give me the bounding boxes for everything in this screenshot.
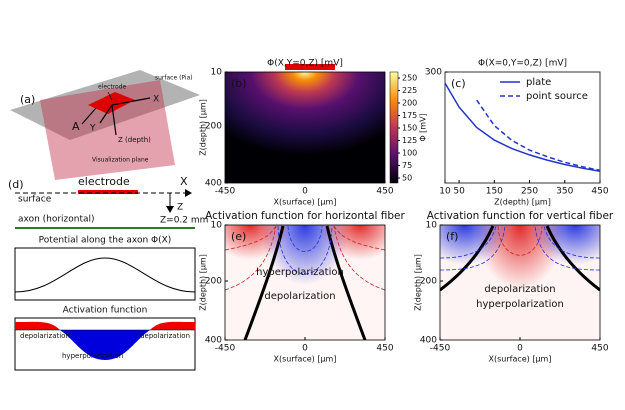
- panel-label: (f): [446, 230, 458, 243]
- x-tick-label: 50: [453, 187, 465, 197]
- x-axis-label: Z(depth) [μm]: [494, 198, 551, 207]
- x-tick-label: 350: [556, 187, 573, 197]
- x-tick-label: 150: [486, 187, 503, 197]
- panel-label: (d): [8, 178, 24, 191]
- label: A: [72, 120, 80, 133]
- y-tick-label: 200: [420, 277, 437, 287]
- annotation: depolarization: [484, 284, 555, 295]
- plot-frame: [444, 71, 601, 184]
- label: Z: [177, 203, 183, 213]
- label: electrode: [78, 175, 130, 188]
- x-tick-label: 10: [439, 187, 451, 197]
- x-tick-label: -450: [430, 344, 451, 354]
- diagram-d: (d) electrode X surface Z Z=0.2 mm axon …: [8, 175, 208, 371]
- y-tick-label: 10: [426, 221, 438, 231]
- y-tick-label: 200: [205, 277, 222, 287]
- label: axon (horizontal): [18, 215, 95, 225]
- label: Z=0.2 mm: [160, 216, 208, 226]
- diagram-a: (a) surface (Pia) electrode A X Y Z (dep…: [10, 70, 200, 180]
- label: Z (depth): [118, 136, 151, 144]
- colorbar-tick-label: 175: [402, 111, 417, 120]
- colorbar: [389, 71, 399, 184]
- x-tick-label: 450: [591, 187, 608, 197]
- y-tick-label: 400: [205, 336, 222, 346]
- colorbar-tick-label: 75: [402, 161, 412, 170]
- label: X: [153, 95, 159, 105]
- x-tick-label: 0: [302, 187, 308, 197]
- chart-title: Φ(X,Y=0,Z) [mV]: [267, 59, 343, 69]
- heatmap-f: [440, 225, 600, 340]
- y-tick-label: 10: [211, 221, 223, 231]
- label: electrode: [98, 84, 127, 91]
- chart-title: Activation function for horizontal fiber: [205, 210, 405, 222]
- heatmap-b: [225, 72, 385, 183]
- x-axis-label: X(surface) [μm]: [274, 198, 337, 207]
- colorbar-tick-label: 100: [402, 149, 417, 158]
- colorbar-tick-label: 200: [402, 99, 417, 108]
- legend-label: plate: [526, 77, 551, 88]
- y-axis-label: Z(depth) [μm]: [414, 254, 423, 311]
- colorbar-tick-label: 225: [402, 86, 417, 95]
- chart-title: Φ(X=0,Y=0,Z) [mV]: [478, 59, 567, 69]
- x-tick-label: 0: [517, 344, 523, 354]
- label: surface: [18, 195, 52, 205]
- x-tick-label: 450: [376, 344, 393, 354]
- line-series: [476, 99, 601, 172]
- label: depolarization: [20, 332, 70, 340]
- y-tick-label: 400: [205, 179, 222, 189]
- line-series: [444, 82, 601, 172]
- y-axis-label: Z(depth) [μm]: [199, 254, 208, 311]
- panel-label: (b): [231, 77, 247, 90]
- x-axis-label: X(surface) [μm]: [274, 355, 337, 364]
- y-tick-label: 400: [420, 336, 437, 346]
- x-tick-label: 250: [521, 187, 538, 197]
- label: X: [180, 175, 188, 188]
- panel-label: (a): [20, 93, 35, 106]
- heatmap-e: [225, 225, 385, 340]
- annotation: hyperpolarization: [256, 267, 344, 278]
- y-tick-label: 300: [425, 68, 442, 78]
- annotation: hyperpolarization: [476, 299, 564, 310]
- y-tick-label: 200: [205, 122, 222, 132]
- y-axis-label: Φ [mV]: [419, 113, 428, 141]
- label: Activation function: [63, 306, 148, 316]
- x-tick-label: 450: [591, 344, 608, 354]
- label: depolarization: [140, 332, 190, 340]
- legend-label: point source: [526, 91, 588, 102]
- colorbar-tick-label: 150: [402, 124, 417, 133]
- y-tick-label: 10: [211, 68, 223, 78]
- label: Visualization plane: [92, 157, 149, 164]
- x-tick-label: -450: [215, 187, 236, 197]
- label: surface (Pia): [155, 75, 193, 82]
- colorbar-tick-label: 250: [402, 74, 417, 83]
- panel-label: (c): [451, 77, 466, 90]
- x-tick-label: -450: [215, 344, 236, 354]
- panel-label: (e): [231, 230, 246, 243]
- x-tick-label: 0: [302, 344, 308, 354]
- x-axis-label: X(surface) [μm]: [489, 355, 552, 364]
- electrode: [285, 64, 335, 70]
- colorbar-tick-label: 125: [402, 136, 417, 145]
- label: hyperpolarization: [62, 352, 123, 360]
- annotation: depolarization: [264, 291, 335, 302]
- label: Y: [89, 124, 96, 134]
- chart-title: Activation function for vertical fiber: [427, 210, 614, 222]
- x-tick-label: 450: [376, 187, 393, 197]
- colorbar-tick-label: 50: [402, 174, 412, 183]
- label: Potential along the axon Φ(X): [39, 236, 172, 246]
- y-axis-label: Z(depth) [μm]: [199, 99, 208, 156]
